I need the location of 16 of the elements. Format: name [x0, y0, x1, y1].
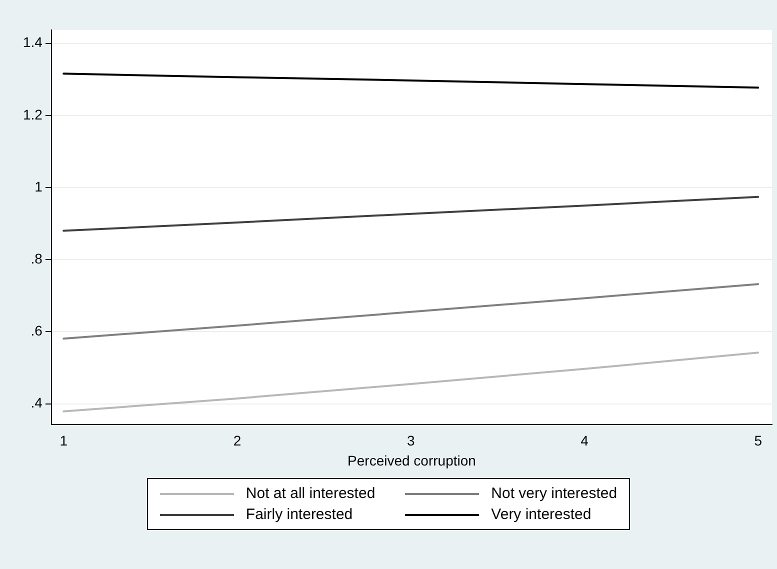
x-tick-label: 4: [580, 432, 589, 449]
x-axis-title: Perceived corruption: [348, 452, 476, 468]
y-tick-label: 1.2: [22, 106, 43, 122]
x-tick-label: 3: [406, 432, 415, 449]
legend-label: Not at all interested: [246, 485, 376, 502]
legend-label: Very interested: [491, 506, 592, 523]
x-tick-label: 1: [60, 432, 68, 449]
x-tick-label: 5: [754, 432, 762, 449]
x-tick-label: 2: [233, 432, 242, 449]
legend-label: Not very interested: [491, 485, 618, 502]
y-tick-label: .8: [30, 250, 43, 267]
legend-label: Fairly interested: [246, 506, 353, 523]
y-tick-label: 1.4: [22, 34, 43, 50]
y-tick-label: 1: [34, 178, 43, 194]
y-tick-label: .6: [30, 322, 43, 339]
y-tick-label: .4: [30, 394, 43, 411]
